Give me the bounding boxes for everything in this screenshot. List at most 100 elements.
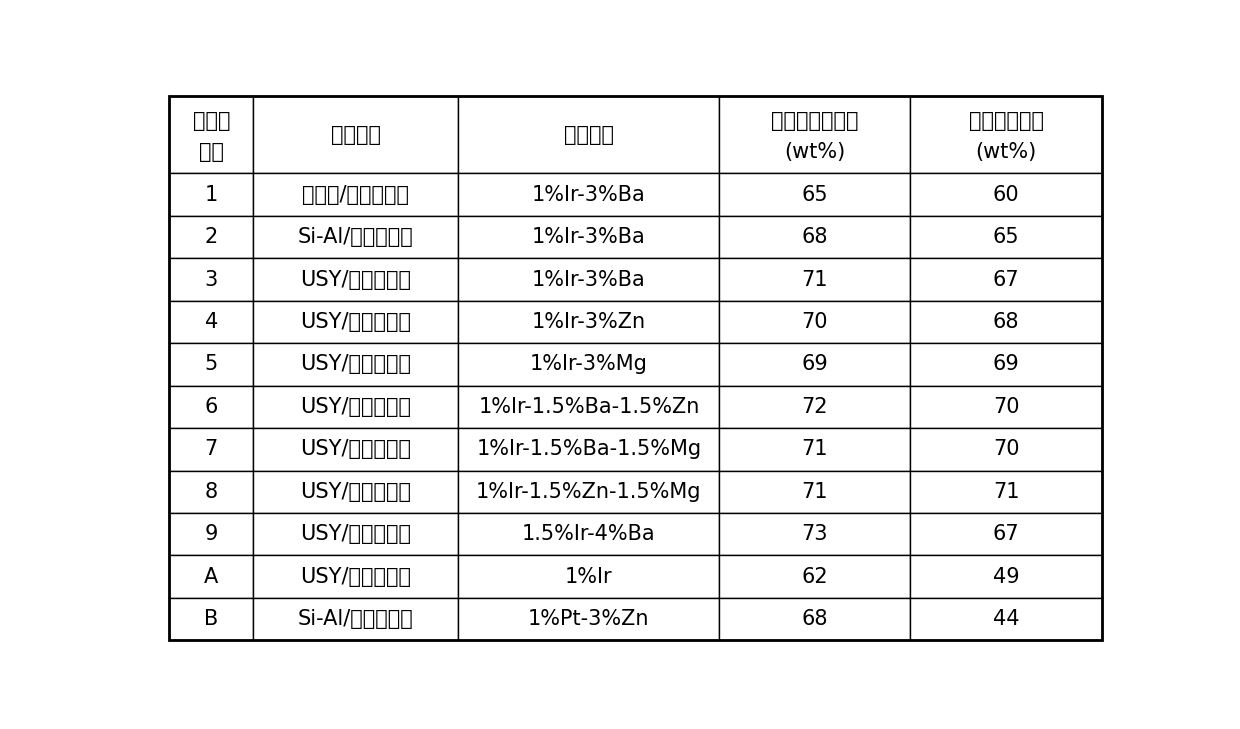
Text: 65: 65 (801, 184, 828, 205)
Bar (910, 96, 1101, 174)
Text: 催化剂: 催化剂 (192, 112, 231, 131)
Text: 1%Ir-1.5%Ba-1.5%Mg: 1%Ir-1.5%Ba-1.5%Mg (476, 440, 702, 459)
Text: 69: 69 (801, 354, 828, 375)
Bar (459, 513, 719, 555)
Text: 3: 3 (205, 270, 218, 289)
Bar (719, 216, 910, 258)
Text: 67: 67 (993, 270, 1019, 289)
Text: 1%Ir-1.5%Zn-1.5%Mg: 1%Ir-1.5%Zn-1.5%Mg (476, 482, 702, 502)
Text: A: A (205, 566, 218, 587)
Text: 62: 62 (801, 566, 828, 587)
Text: 70: 70 (993, 397, 1019, 417)
Bar (910, 216, 1101, 258)
Bar (253, 258, 459, 301)
Bar (459, 386, 719, 428)
Text: 71: 71 (802, 482, 828, 502)
Bar (719, 470, 910, 513)
Text: 多环芳烃转化率: 多环芳烃转化率 (771, 112, 858, 131)
Bar (719, 386, 910, 428)
Text: USY/拟薄水铝石: USY/拟薄水铝石 (300, 270, 412, 289)
Bar (170, 174, 253, 216)
Bar (719, 598, 910, 640)
Bar (170, 555, 253, 598)
Text: 49: 49 (993, 566, 1019, 587)
Bar (910, 470, 1101, 513)
Bar (719, 428, 910, 470)
Bar (170, 216, 253, 258)
Text: Si-Al/拟薄水铝石: Si-Al/拟薄水铝石 (298, 227, 414, 247)
Text: 1%Ir-1.5%Ba-1.5%Zn: 1%Ir-1.5%Ba-1.5%Zn (479, 397, 699, 417)
Bar (910, 428, 1101, 470)
Bar (253, 343, 459, 386)
Bar (253, 174, 459, 216)
Bar (719, 96, 910, 174)
Bar (459, 174, 719, 216)
Text: 活性组分: 活性组分 (564, 125, 614, 144)
Bar (459, 555, 719, 598)
Bar (459, 301, 719, 343)
Bar (170, 598, 253, 640)
Bar (170, 513, 253, 555)
Bar (170, 258, 253, 301)
Text: 71: 71 (993, 482, 1019, 502)
Text: 6: 6 (205, 397, 218, 417)
Bar (910, 301, 1101, 343)
Bar (910, 513, 1101, 555)
Text: 73: 73 (802, 524, 828, 545)
Bar (253, 216, 459, 258)
Text: USY/拟薄水铝石: USY/拟薄水铝石 (300, 397, 412, 417)
Bar (170, 470, 253, 513)
Text: 1%Ir: 1%Ir (565, 566, 613, 587)
Text: USY/拟薄水铝石: USY/拟薄水铝石 (300, 440, 412, 459)
Bar (170, 428, 253, 470)
Text: USY/拟薄水铝石: USY/拟薄水铝石 (300, 312, 412, 332)
Text: 60: 60 (993, 184, 1019, 205)
Text: 44: 44 (993, 609, 1019, 629)
Text: 1: 1 (205, 184, 218, 205)
Text: (wt%): (wt%) (976, 141, 1037, 162)
Bar (253, 470, 459, 513)
Text: 单环芳烃收率: 单环芳烃收率 (968, 112, 1044, 131)
Text: 71: 71 (802, 270, 828, 289)
Text: 1%Ir-3%Zn: 1%Ir-3%Zn (532, 312, 646, 332)
Bar (910, 343, 1101, 386)
Text: USY/拟薄水铝石: USY/拟薄水铝石 (300, 566, 412, 587)
Bar (253, 598, 459, 640)
Bar (459, 216, 719, 258)
Text: 70: 70 (802, 312, 828, 332)
Text: 68: 68 (802, 227, 828, 247)
Text: 7: 7 (205, 440, 218, 459)
Text: 氧化铝/拟薄水铝石: 氧化铝/拟薄水铝石 (303, 184, 409, 205)
Text: 编号: 编号 (198, 141, 224, 162)
Text: 4: 4 (205, 312, 218, 332)
Bar (170, 96, 253, 174)
Text: 72: 72 (802, 397, 828, 417)
Bar (253, 428, 459, 470)
Bar (170, 386, 253, 428)
Bar (910, 386, 1101, 428)
Bar (253, 301, 459, 343)
Bar (719, 301, 910, 343)
Bar (459, 428, 719, 470)
Bar (459, 258, 719, 301)
Bar (719, 513, 910, 555)
Text: 1.5%Ir-4%Ba: 1.5%Ir-4%Ba (522, 524, 656, 545)
Bar (910, 555, 1101, 598)
Bar (170, 301, 253, 343)
Bar (459, 96, 719, 174)
Text: 1%Ir-3%Ba: 1%Ir-3%Ba (532, 227, 646, 247)
Text: 65: 65 (993, 227, 1019, 247)
Text: 71: 71 (802, 440, 828, 459)
Text: USY/拟薄水铝石: USY/拟薄水铝石 (300, 482, 412, 502)
Text: USY/拟薄水铝石: USY/拟薄水铝石 (300, 524, 412, 545)
Text: B: B (205, 609, 218, 629)
Text: (wt%): (wt%) (785, 141, 846, 162)
Bar (910, 598, 1101, 640)
Bar (253, 513, 459, 555)
Bar (719, 258, 910, 301)
Bar (459, 343, 719, 386)
Text: 70: 70 (993, 440, 1019, 459)
Bar (253, 386, 459, 428)
Bar (459, 470, 719, 513)
Text: 67: 67 (993, 524, 1019, 545)
